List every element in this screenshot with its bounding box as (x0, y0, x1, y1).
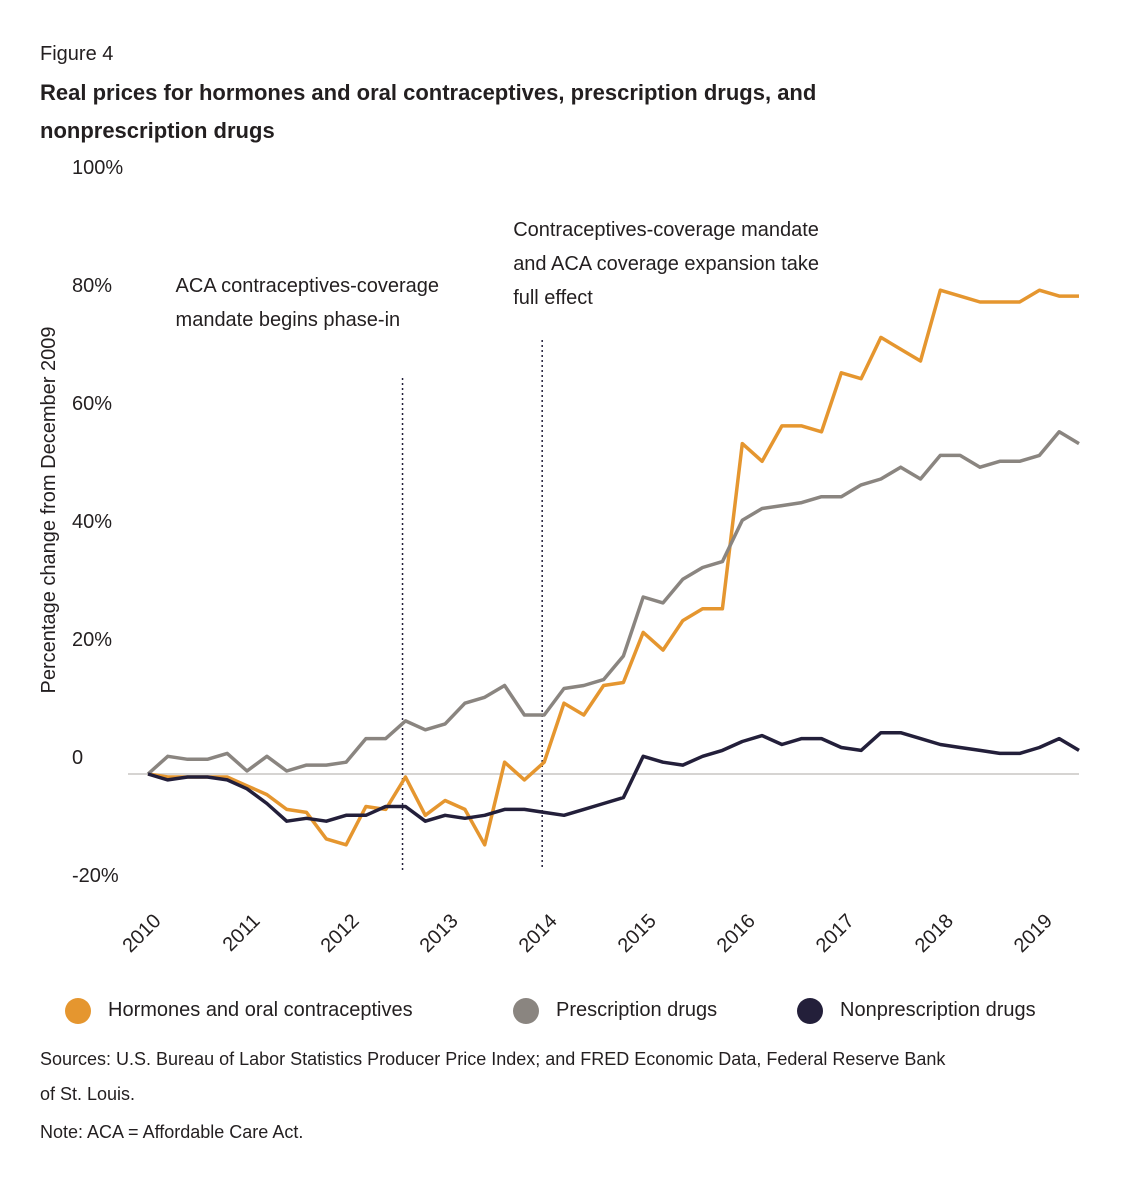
y-tick-label: 0 (72, 747, 83, 769)
legend-label: Hormones and oral contraceptives (108, 999, 413, 1021)
y-tick-label: 40% (72, 511, 112, 533)
x-tick-label: 2015 (614, 910, 661, 957)
y-tick-label: 80% (72, 275, 112, 297)
y-tick-label: 100% (72, 157, 123, 179)
annotation-text: ACA contraceptives-coverage (176, 275, 439, 297)
x-tick-label: 2011 (219, 910, 265, 956)
annotation-text: full effect (513, 287, 593, 309)
y-tick-label: 20% (72, 629, 112, 651)
note: of St. Louis. (40, 1084, 135, 1104)
annotation-text: and ACA coverage expansion take (513, 253, 819, 275)
series-line (147, 730, 1080, 823)
x-tick-label: 2012 (317, 910, 364, 957)
y-tick-label: -20% (72, 865, 119, 887)
y-axis-label: Percentage change from December 2009 (38, 327, 60, 694)
x-tick-label: 2016 (713, 910, 760, 957)
legend-swatch (797, 998, 823, 1024)
x-tick-label: 2014 (515, 910, 562, 957)
y-tick-label: 60% (72, 393, 112, 415)
series-line (147, 288, 1079, 847)
legend-label: Nonprescription drugs (840, 999, 1036, 1021)
x-tick-label: 2013 (416, 910, 463, 957)
annotation-text: mandate begins phase-in (176, 309, 401, 331)
x-tick-label: 2017 (812, 910, 859, 957)
chart-title: Real prices for hormones and oral contra… (40, 80, 816, 105)
legend-swatch (65, 998, 91, 1024)
figure-label: Figure 4 (40, 43, 113, 65)
note: Sources: U.S. Bureau of Labor Statistics… (40, 1049, 946, 1069)
legend-swatch (513, 998, 539, 1024)
note: Note: ACA = Affordable Care Act. (40, 1122, 303, 1142)
series-line (146, 430, 1080, 776)
x-tick-label: 2010 (119, 910, 166, 957)
chart-title: nonprescription drugs (40, 118, 275, 143)
annotation-text: Contraceptives-coverage mandate (513, 219, 819, 241)
x-tick-label: 2019 (1010, 910, 1057, 957)
x-tick-label: 2018 (911, 910, 958, 957)
legend-label: Prescription drugs (556, 999, 717, 1021)
